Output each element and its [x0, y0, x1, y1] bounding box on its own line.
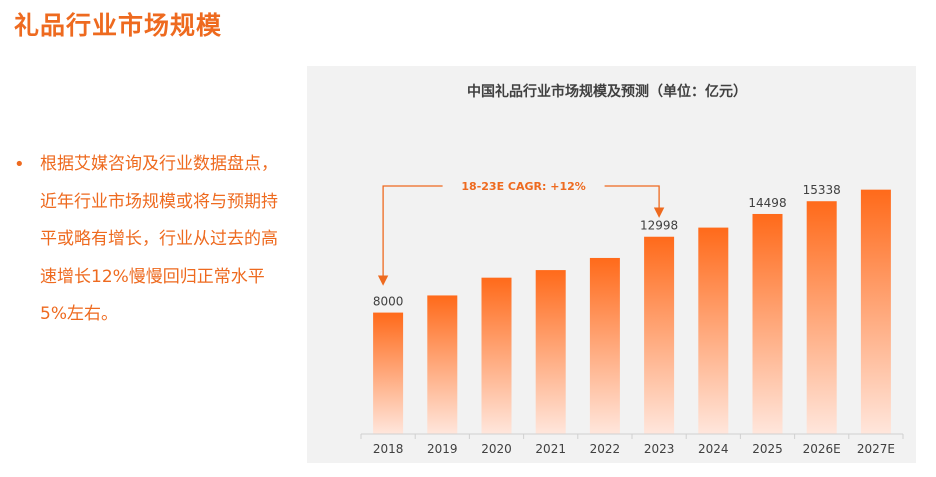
- bar-2022: [589, 257, 620, 434]
- bar-chart: 中国礼品行业市场规模及预测（单位：亿元） 8000 12998 14498 15338…: [360, 83, 904, 456]
- bar-2027E: [860, 189, 891, 434]
- bar-2023: [644, 236, 675, 434]
- bar-2026E: [806, 201, 837, 434]
- x-tick-label-2025: 2025: [752, 442, 783, 456]
- bar-2019: [427, 295, 458, 434]
- x-tick-label-2027E: 2027E: [857, 442, 895, 456]
- chart-title: 中国礼品行业市场规模及预测（单位：亿元）: [467, 83, 747, 100]
- bar-2025: [752, 213, 783, 434]
- page-title: 礼品行业市场规模: [14, 11, 223, 40]
- bars-layer: [373, 189, 891, 434]
- bar-2018: [373, 312, 404, 434]
- x-tick-label-2019: 2019: [427, 442, 458, 456]
- data-label-2018: 8000: [373, 295, 404, 309]
- x-tick-label-2023: 2023: [644, 442, 675, 456]
- chart-panel: 中国礼品行业市场规模及预测（单位：亿元） 8000 12998 14498 15338…: [307, 66, 916, 463]
- cagr-label: 18-23E CAGR: +12%: [461, 180, 585, 193]
- x-tick-label-2024: 2024: [698, 442, 729, 456]
- data-label-2023: 12998: [640, 219, 678, 233]
- x-tick-label-2020: 2020: [481, 442, 512, 456]
- x-tick-label-2026E: 2026E: [803, 442, 841, 456]
- data-label-2025: 14498: [748, 196, 786, 210]
- x-axis: 2018 2019 2020 2021 2022 2023 2024 2025 2026E 202…: [360, 433, 904, 456]
- x-tick-label-2021: 2021: [535, 442, 566, 456]
- bar-2020: [481, 277, 512, 434]
- cagr-annotation: 18-23E CAGR: +12%: [377, 180, 665, 286]
- bar-2021: [535, 270, 566, 434]
- data-label-2026E: 15338: [803, 183, 841, 197]
- bar-2024: [698, 227, 729, 434]
- x-tick-label-2022: 2022: [590, 442, 621, 456]
- bullet-point: • 根据艾媒咨询及行业数据盘点，近年行业市场规模或将与预期持平或略有增长，行业从…: [14, 146, 284, 334]
- cagr-arrow-right: [604, 185, 665, 218]
- bullet-text: 根据艾媒咨询及行业数据盘点，近年行业市场规模或将与预期持平或略有增长，行业从过去…: [40, 154, 278, 324]
- bullet-dot-icon: •: [14, 154, 25, 175]
- x-tick-label-2018: 2018: [373, 442, 404, 456]
- labels-layer: 8000 12998 14498 15338: [373, 183, 841, 308]
- cagr-arrow-left: [377, 185, 443, 286]
